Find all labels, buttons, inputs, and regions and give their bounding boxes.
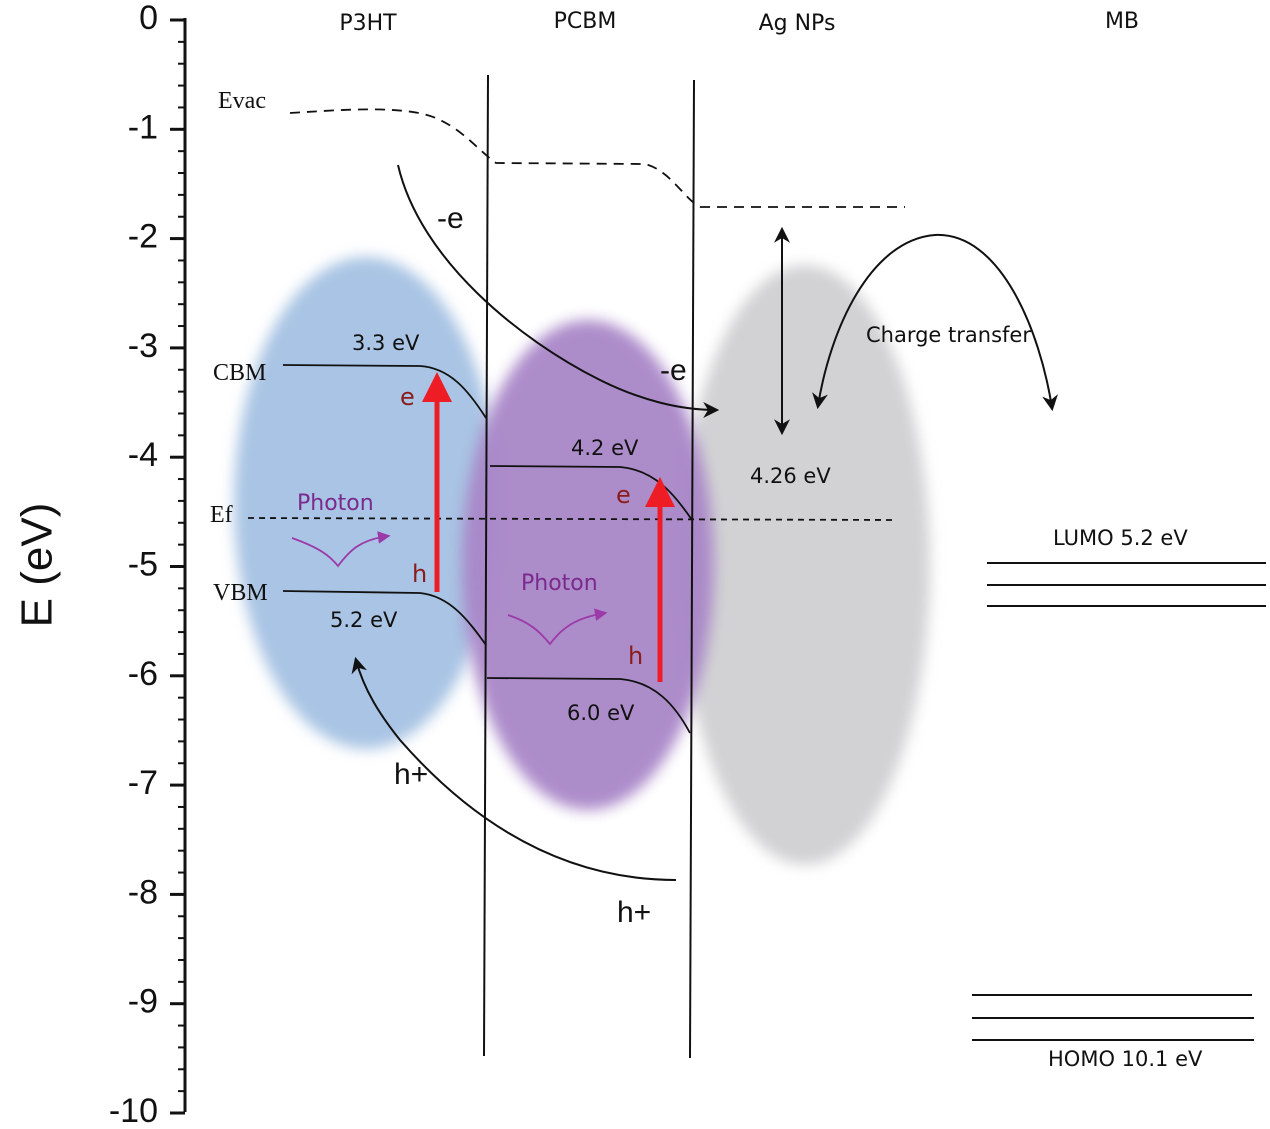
axis-tick-label: -7 bbox=[128, 764, 158, 802]
mb-lumo-value: LUMO 5.2 eV bbox=[1053, 526, 1188, 550]
cbm-label: CBM bbox=[213, 360, 266, 386]
pcbm-homo-value: 6.0 eV bbox=[567, 701, 635, 725]
energy-axis: 0 -1 -2 -3 -4 -5 -6 -7 -8 -9 -10 E (eV) bbox=[13, 0, 187, 1129]
axis-tick-label: -3 bbox=[128, 327, 158, 365]
ef-label: Ef bbox=[210, 502, 233, 528]
pcbm-electron-label: e bbox=[616, 481, 631, 509]
column-label-p3ht: P3HT bbox=[339, 11, 397, 36]
p3ht-vbm-value: 5.2 eV bbox=[330, 608, 398, 632]
vacuum-level-line bbox=[289, 108, 905, 208]
axis-title: E (eV) bbox=[13, 503, 62, 628]
p3ht-hole-label: h bbox=[412, 560, 427, 588]
hole-transfer-arrow bbox=[351, 656, 677, 881]
mb-lumo-levels bbox=[987, 562, 1266, 607]
hole-label-2: h+ bbox=[617, 896, 651, 929]
electron-label-1: -e bbox=[437, 202, 464, 235]
p3ht-region bbox=[234, 257, 498, 749]
column-label-mb: MB bbox=[1105, 9, 1139, 34]
pcbm-excitation-arrow bbox=[645, 477, 675, 682]
axis-tick-label: -10 bbox=[109, 1092, 158, 1129]
column-label-ag: Ag NPs bbox=[759, 11, 836, 36]
p3ht-excitation-arrow bbox=[422, 372, 452, 592]
pcbm-region bbox=[462, 320, 714, 810]
pcbm-ag-interface bbox=[689, 79, 695, 1059]
axis-tick-label: -8 bbox=[128, 873, 158, 911]
column-label-pcbm: PCBM bbox=[554, 9, 617, 34]
photon-icon-2 bbox=[507, 608, 608, 646]
photon-label-2: Photon bbox=[521, 571, 598, 596]
ag-np-region bbox=[680, 265, 930, 865]
photon-label-1: Photon bbox=[297, 491, 374, 516]
electron-transfer-arrow bbox=[397, 164, 720, 418]
hole-label-1: h+ bbox=[394, 758, 428, 791]
evac-label: Evac bbox=[218, 88, 266, 114]
photon-icon-1 bbox=[291, 531, 391, 568]
ag-work-function-value: 4.26 eV bbox=[750, 464, 831, 488]
p3ht-cbm-value: 3.3 eV bbox=[352, 331, 420, 355]
axis-tick-label: -2 bbox=[128, 218, 158, 256]
pcbm-lumo-value: 4.2 eV bbox=[571, 436, 639, 460]
fermi-level-line bbox=[247, 517, 896, 521]
pcbm-homo-line bbox=[486, 677, 691, 734]
vbm-label: VBM bbox=[213, 580, 268, 606]
electron-label-2: -e bbox=[660, 354, 687, 387]
axis-tick-label: -4 bbox=[128, 436, 158, 474]
axis-tick-label: -5 bbox=[128, 545, 158, 583]
axis-tick-label: -9 bbox=[128, 983, 158, 1021]
mb-homo-value: HOMO 10.1 eV bbox=[1048, 1047, 1203, 1071]
p3ht-cbm-line bbox=[282, 364, 487, 419]
p3ht-pcbm-interface bbox=[483, 74, 489, 1057]
charge-transfer-arrow bbox=[812, 233, 1058, 412]
p3ht-vbm-line bbox=[282, 590, 487, 646]
charge-transfer-label: Charge transfer bbox=[866, 323, 1031, 347]
p3ht-electron-label: e bbox=[400, 383, 415, 411]
pcbm-hole-label: h bbox=[628, 642, 643, 670]
mb-homo-levels bbox=[972, 994, 1254, 1041]
axis-tick-label: -1 bbox=[128, 108, 158, 146]
axis-tick-label: 0 bbox=[139, 0, 158, 37]
axis-tick-label: -6 bbox=[128, 655, 158, 693]
